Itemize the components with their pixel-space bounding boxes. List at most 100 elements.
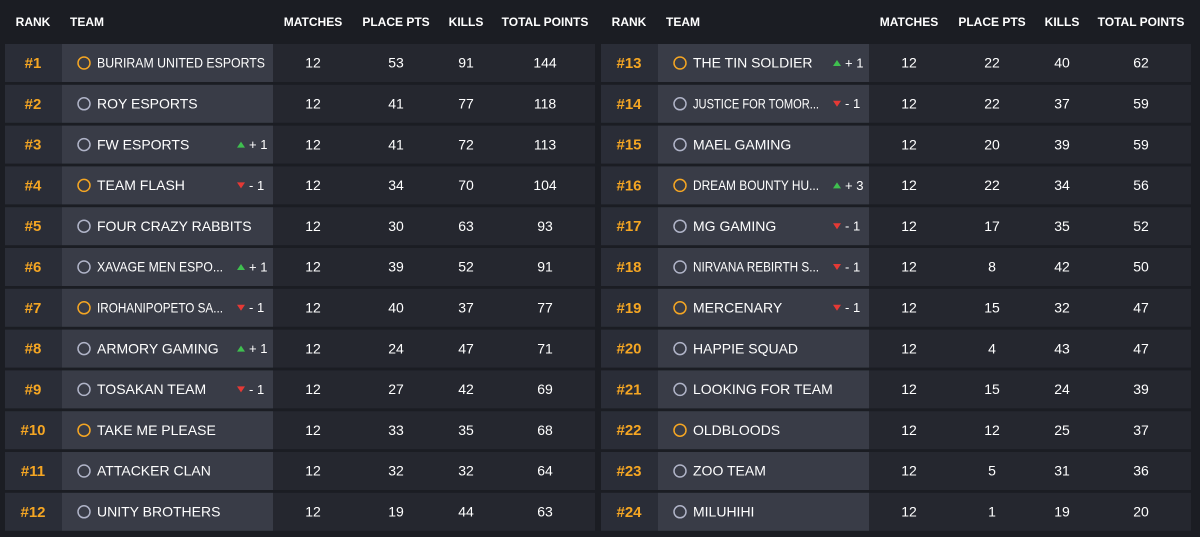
rank: #7 — [25, 300, 42, 317]
team-logo — [673, 464, 687, 478]
team-cell — [658, 411, 869, 450]
matches: 12 — [901, 136, 917, 152]
team-logo — [673, 178, 687, 193]
place-pts: 27 — [388, 381, 404, 397]
team-name: NIRVANA REBIRTH S... — [693, 259, 819, 275]
total: 93 — [537, 218, 553, 234]
team-logo — [77, 260, 91, 274]
team-name: HAPPIE SQUAD — [693, 340, 798, 356]
team-logo — [77, 137, 91, 152]
total: 64 — [537, 463, 553, 479]
rank: #1 — [25, 55, 42, 72]
rank-cell — [601, 84, 658, 123]
rank-change: + 3 — [845, 178, 863, 193]
stats-cell — [869, 207, 1191, 246]
stats-cell — [273, 207, 595, 246]
rank: #21 — [616, 381, 641, 398]
team-logo — [673, 382, 687, 397]
rank-cell — [601, 248, 658, 286]
team-logo — [673, 423, 687, 437]
team-cell — [62, 452, 273, 490]
stats-cell — [273, 492, 595, 531]
team-cell — [62, 329, 273, 368]
stats-cell — [869, 125, 1191, 164]
matches: 12 — [305, 96, 321, 112]
total: 68 — [537, 422, 553, 438]
total: 71 — [537, 340, 553, 356]
team-cell — [62, 125, 273, 164]
rank: #4 — [25, 177, 42, 194]
rank-cell — [601, 125, 658, 164]
team-name: ARMORY GAMING — [97, 340, 219, 356]
team-name: ZOO TEAM — [693, 463, 766, 479]
team-cell — [62, 288, 273, 327]
header-rank: RANK — [612, 15, 647, 29]
team-name: FW ESPORTS — [97, 136, 189, 152]
team-cell — [62, 44, 273, 82]
total: 39 — [1133, 381, 1149, 397]
trend-down-icon — [833, 100, 841, 107]
team-name: MG GAMING — [693, 218, 776, 234]
total: 118 — [534, 96, 557, 112]
stats-cell — [273, 452, 595, 490]
rank: #2 — [25, 96, 42, 113]
team-cell — [62, 166, 273, 205]
stats-cell — [869, 329, 1191, 368]
rank-cell — [5, 452, 62, 490]
team-cell — [62, 207, 273, 246]
rank: #12 — [20, 504, 45, 521]
team-name: ROY ESPORTS — [97, 96, 198, 112]
stats-cell — [273, 166, 595, 205]
total: 52 — [1133, 218, 1149, 234]
matches: 12 — [901, 55, 917, 71]
stats-cell — [869, 166, 1191, 205]
team-logo — [673, 260, 687, 274]
kills: 32 — [458, 463, 474, 479]
place-pts: 33 — [388, 422, 404, 438]
matches: 12 — [305, 463, 321, 479]
rank-change: - 1 — [249, 178, 264, 193]
kills: 91 — [458, 55, 474, 71]
stats-cell — [869, 492, 1191, 531]
rank-cell — [5, 492, 62, 531]
rank: #15 — [616, 137, 641, 154]
rank-change: - 1 — [249, 382, 264, 397]
team-name: XAVAGE MEN ESPO... — [97, 259, 223, 275]
team-logo — [673, 56, 687, 70]
rank-cell — [5, 370, 62, 409]
rank-change: + 1 — [845, 55, 863, 70]
team-name: DREAM BOUNTY HU... — [693, 177, 819, 193]
stats-cell — [273, 125, 595, 164]
team-cell — [62, 84, 273, 123]
total: 56 — [1133, 177, 1149, 193]
rank: #22 — [616, 422, 641, 439]
place-pts: 8 — [988, 259, 996, 275]
rank: #11 — [21, 463, 45, 480]
place-pts: 4 — [988, 340, 996, 356]
place-pts: 17 — [984, 218, 1000, 234]
team-logo — [77, 219, 91, 233]
place-pts: 24 — [388, 340, 404, 356]
kills: 42 — [458, 381, 474, 397]
team-name: MILUHIHI — [693, 504, 754, 520]
stats-cell — [273, 44, 595, 82]
team-cell — [658, 166, 869, 205]
place-pts: 5 — [988, 463, 996, 479]
kills: 77 — [458, 96, 474, 112]
kills: 47 — [458, 340, 474, 356]
total: 36 — [1133, 463, 1149, 479]
total: 47 — [1133, 340, 1149, 356]
team-name: ATTACKER CLAN — [97, 463, 211, 479]
place-pts: 15 — [984, 381, 1000, 397]
team-cell — [658, 288, 869, 327]
team-logo — [673, 97, 687, 111]
matches: 12 — [305, 259, 321, 275]
place-pts: 20 — [984, 136, 1000, 152]
place-pts: 12 — [984, 422, 1000, 438]
trend-down-icon — [237, 182, 245, 189]
team-name: MAEL GAMING — [693, 136, 791, 152]
team-logo — [77, 56, 91, 70]
rank: #5 — [25, 218, 42, 235]
total: 104 — [533, 177, 557, 193]
team-logo — [77, 301, 91, 315]
